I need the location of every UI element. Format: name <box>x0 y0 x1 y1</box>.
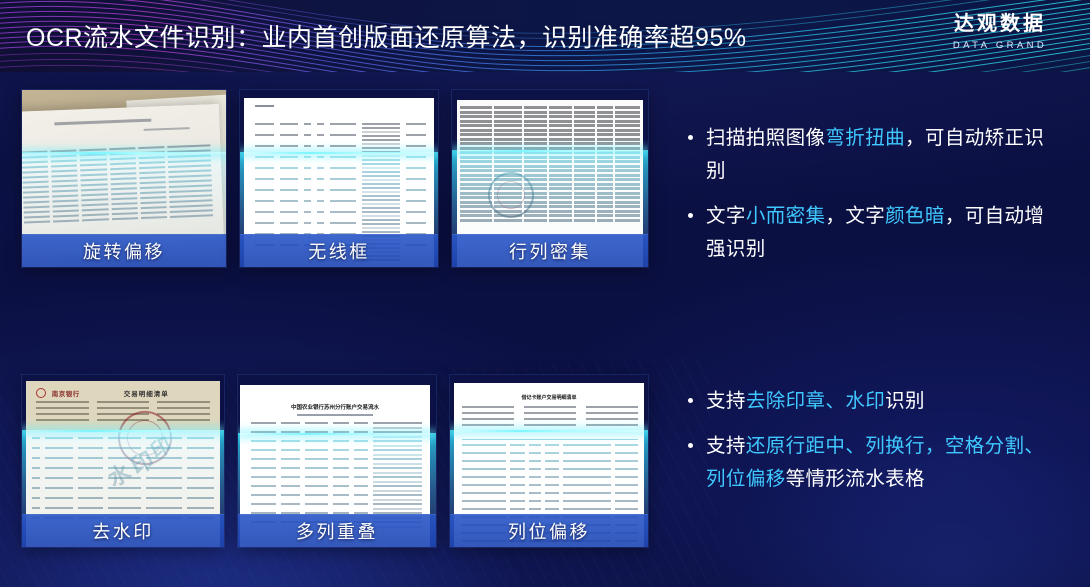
bullet-item: 文字小而密集，文字颜色暗，可自动增强识别 <box>686 200 1058 266</box>
bullet-item: 扫描拍照图像弯折扭曲，可自动矫正识别 <box>686 122 1058 188</box>
receipt-bank-name: 南京银行 <box>51 390 80 398</box>
document-heading: 借记卡账户交易明细清单 <box>521 395 577 402</box>
bullet-item: 支持去除印章、水印识别 <box>686 385 1058 418</box>
bullet-plain: 文字 <box>706 205 746 227</box>
receipt-title: 交易明细清单 <box>123 390 169 398</box>
card-label-band: 列位偏移 <box>450 514 648 547</box>
card-label-band: 无线框 <box>240 234 438 267</box>
bullets-bottom: 支持去除印章、水印识别 支持还原行距中、列换行，空格分割、列位偏移等情形流水表格 <box>686 385 1058 508</box>
bullet-text: 支持还原行距中、列换行，空格分割、列位偏移等情形流水表格 <box>706 430 1058 496</box>
brand-logo: 达观数据 DATA GRAND <box>932 12 1068 51</box>
page-title: OCR流水文件识别：业内首创版面还原算法，识别准确率超95% <box>26 24 747 52</box>
card-label: 行列密集 <box>509 242 591 262</box>
bullet-item: 支持还原行距中、列换行，空格分割、列位偏移等情形流水表格 <box>686 430 1058 496</box>
card-remove-watermark[interactable]: 南京银行 交易明细清单 <box>22 375 224 547</box>
card-label-band: 去水印 <box>22 514 224 547</box>
card-label: 去水印 <box>92 522 154 542</box>
bullet-highlight: 还原行距中、列换行，空格分割、列位偏移 <box>706 435 1045 490</box>
bullets-top: 扫描拍照图像弯折扭曲，可自动矫正识别 文字小而密集，文字颜色暗，可自动增强识别 <box>686 122 1058 278</box>
bullet-text: 文字小而密集，文字颜色暗，可自动增强识别 <box>706 200 1058 266</box>
card-multi-column-overlap[interactable]: 中国农业银行苏州分行账户交易流水 <box>238 375 436 547</box>
card-label: 无线框 <box>308 242 370 262</box>
bullet-highlight: 去除印章、水印 <box>745 390 886 412</box>
card-label-band: 旋转偏移 <box>22 234 226 267</box>
bullet-plain: 支持 <box>706 435 746 457</box>
card-rotation-skew[interactable]: 旋转偏移 <box>22 90 226 267</box>
bullet-plain: ，可自动矫正识别 <box>706 127 1045 182</box>
document-heading: 中国农业银行苏州分行账户交易流水 <box>290 404 379 411</box>
bullet-highlight: 弯折扭曲 <box>825 127 906 149</box>
card-label: 旋转偏移 <box>83 242 165 262</box>
bullet-text: 支持去除印章、水印识别 <box>706 385 1058 418</box>
card-label-band: 行列密集 <box>452 234 648 267</box>
bullet-plain: 等情形流水表格 <box>785 468 925 490</box>
card-label-band: 多列重叠 <box>238 514 436 547</box>
logo-text-en: DATA GRAND <box>952 40 1048 51</box>
card-label: 列位偏移 <box>508 522 590 542</box>
header-wave-decoration <box>0 0 1090 72</box>
bullet-plain: ，可自动增强识别 <box>706 205 1045 260</box>
card-borderless-table[interactable]: 无线框 <box>240 90 438 267</box>
bullet-highlight: 小而密集 <box>745 205 826 227</box>
bullet-plain: 识别 <box>885 390 925 412</box>
card-dense-rows[interactable]: 行列密集 <box>452 90 648 267</box>
bullet-plain: 扫描拍照图像 <box>706 127 826 149</box>
bullet-text: 扫描拍照图像弯折扭曲，可自动矫正识别 <box>706 122 1058 188</box>
bullet-highlight: 颜色暗 <box>885 205 945 227</box>
card-label: 多列重叠 <box>296 522 378 542</box>
card-column-shift[interactable]: 借记卡账户交易明细清单 列位偏移 <box>450 375 648 547</box>
bullet-plain: 支持 <box>706 390 746 412</box>
bullet-plain: ，文字 <box>825 205 886 227</box>
header-band <box>0 0 1090 72</box>
logo-text-cn: 达观数据 <box>954 13 1046 35</box>
